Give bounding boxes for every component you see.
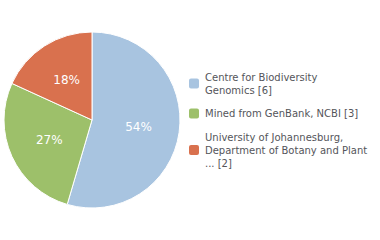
svg-text:... [2]: ... [2] bbox=[205, 158, 232, 169]
svg-text:Centre for Biodiversity: Centre for Biodiversity bbox=[205, 72, 318, 83]
svg-text:27%: 27% bbox=[36, 133, 63, 147]
svg-text:18%: 18% bbox=[53, 73, 80, 87]
svg-text:University of Johannesburg,: University of Johannesburg, bbox=[205, 132, 343, 143]
svg-text:Genomics [6]: Genomics [6] bbox=[205, 85, 272, 96]
svg-text:54%: 54% bbox=[125, 120, 152, 134]
svg-text:Department of Botany and Plant: Department of Botany and Plant bbox=[205, 145, 367, 156]
svg-text:Mined from GenBank, NCBI [3]: Mined from GenBank, NCBI [3] bbox=[205, 108, 358, 119]
